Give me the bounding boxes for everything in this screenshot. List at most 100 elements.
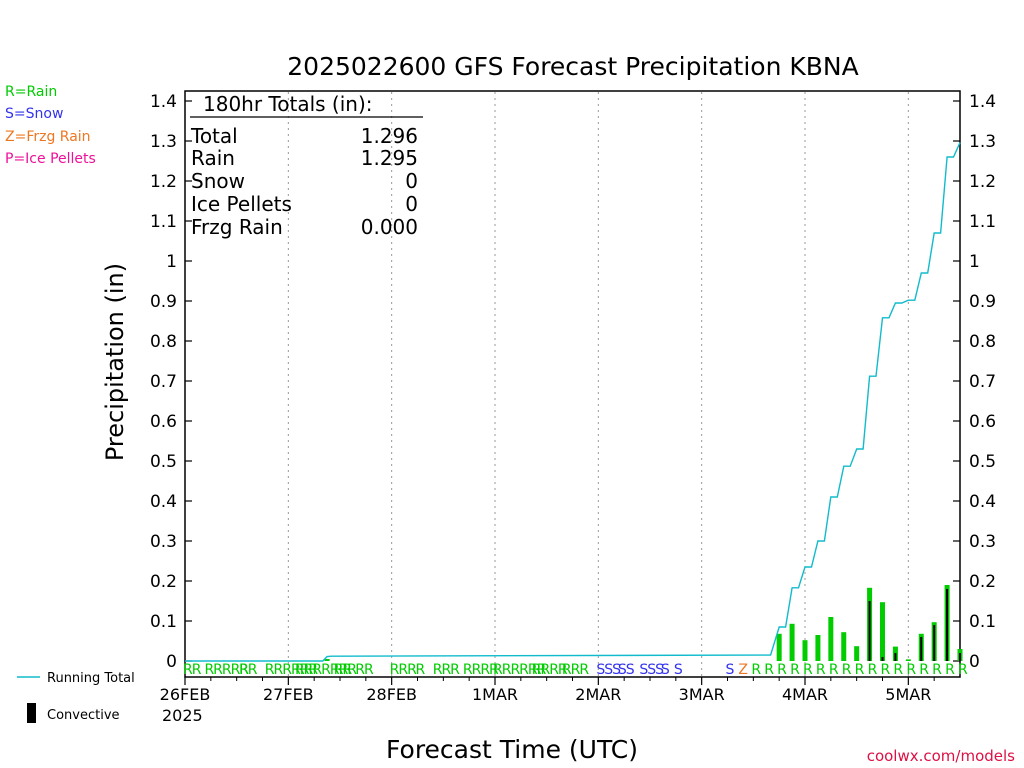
x-year-label: 2025 — [162, 706, 203, 725]
ptype-rain-10: RRR — [433, 662, 460, 678]
ptype-rain-5: RRRRRRR — [295, 662, 357, 678]
xtick-label-28feb: 28FEB — [366, 685, 417, 704]
ytick-label-left-5: 0.5 — [150, 452, 177, 472]
totals-label-frzg-rain: Frzg Rain — [191, 215, 283, 239]
ytick-label-left-0: 0 — [166, 652, 177, 672]
ytick-label-left-9: 0.9 — [150, 292, 177, 312]
running-total-line — [185, 142, 961, 662]
ptype-rain-9: R — [416, 662, 426, 678]
ptype-rain-25: R — [790, 662, 800, 678]
xtick-label-26feb: 26FEB — [160, 685, 211, 704]
legend-snow: S=Snow — [5, 106, 63, 122]
totals-label-snow: Snow — [191, 169, 245, 193]
convective-bar-h174 — [933, 625, 936, 661]
xtick-label-5mar: 5MAR — [885, 685, 931, 704]
bar-h141 — [789, 623, 795, 661]
ytick-label-right-2: 0.2 — [969, 572, 996, 592]
ytick-label-right-9: 0.9 — [969, 292, 996, 312]
ptype-rain-0: RR — [183, 662, 202, 678]
ptype-rain-35: R — [919, 662, 929, 678]
ptype-rain-29: R — [842, 662, 852, 678]
xtick-label-2mar: 2MAR — [575, 685, 621, 704]
bar-h147 — [815, 635, 821, 661]
y-axis-label: Precipitation (in) — [101, 263, 129, 461]
xtick-label-3mar: 3MAR — [679, 685, 725, 704]
convective-bar-h171 — [920, 637, 923, 661]
ytick-label-left-11: 1.1 — [150, 212, 177, 232]
ptype-snow-18: S — [661, 662, 670, 678]
convective-bar-h177 — [946, 589, 949, 661]
credit-text: coolwx.com/models — [867, 747, 1015, 765]
ptype-rain-36: R — [932, 662, 942, 678]
ytick-label-left-12: 1.2 — [150, 172, 177, 192]
ptype-snow-20: S — [726, 662, 735, 678]
totals-value-ice-pellets: 0 — [405, 192, 418, 216]
legend-rain: R=Rain — [5, 84, 57, 100]
ptype-rain-38: R — [958, 662, 968, 678]
ptype-rain-4: RRRRRR — [265, 662, 319, 678]
ptype-rain-1: R — [205, 662, 215, 678]
xtick-label-4mar: 4MAR — [782, 685, 828, 704]
ytick-label-right-5: 0.5 — [969, 452, 996, 472]
chart-title: 2025022600 GFS Forecast Precipitation KB… — [287, 52, 858, 81]
convective-bar-h165 — [894, 653, 897, 661]
ytick-label-left-2: 0.2 — [150, 572, 177, 592]
plot-frame — [184, 90, 961, 678]
ptype-rain-7: RR — [355, 662, 374, 678]
ytick-label-left-4: 0.4 — [150, 492, 177, 512]
totals-value-total: 1.296 — [361, 124, 418, 148]
ptype-snow-19: S — [674, 662, 683, 678]
ytick-label-right-6: 0.6 — [969, 412, 996, 432]
ytick-label-left-14: 1.4 — [150, 92, 177, 112]
totals-value-frzg-rain: 0.000 — [361, 215, 418, 239]
totals-label-ice-pellets: Ice Pellets — [191, 192, 292, 216]
ytick-label-right-0: 0 — [969, 652, 980, 672]
ytick-label-left-1: 0.1 — [150, 612, 177, 632]
ytick-label-left-10: 1 — [166, 252, 177, 272]
ptype-rain-13: RRRR — [532, 662, 568, 678]
xtick-label-1mar: 1MAR — [472, 685, 518, 704]
ytick-label-right-13: 1.3 — [969, 132, 996, 152]
totals-label-total: Total — [190, 124, 238, 148]
convective-bar-h180 — [959, 653, 961, 661]
precip-bars — [324, 585, 963, 661]
ptype-rain-28: R — [829, 662, 839, 678]
ptype-snow-16: SS — [618, 662, 635, 678]
bar-h144 — [802, 640, 808, 661]
legend-convective: Convective — [47, 708, 120, 723]
ytick-label-left-7: 0.7 — [150, 372, 177, 392]
ytick-label-right-1: 0.1 — [969, 612, 996, 632]
ptype-snow-15: SSS — [596, 662, 621, 678]
ptype-rain-34: R — [906, 662, 916, 678]
ptype-rain-3: RR — [239, 662, 258, 678]
legend-frzg-rain: Z=Frzg Rain — [5, 129, 91, 145]
ptype-rain-8: RRR — [390, 662, 417, 678]
ptype-frzg-21: Z — [738, 662, 747, 678]
ytick-label-right-3: 0.3 — [969, 532, 996, 552]
y-axis-ticks: 0 00.1 0.10.2 0.20.3 0.30.4 0.40.5 0.50.6 0.60.… — [150, 92, 996, 672]
ytick-label-right-4: 0.4 — [969, 492, 996, 512]
legend-ice-pellets: P=Ice Pellets — [5, 151, 96, 167]
ptype-rain-32: R — [881, 662, 891, 678]
ptype-rain-23: R — [764, 662, 774, 678]
ptype-rain-31: R — [868, 662, 878, 678]
x-axis-label: Forecast Time (UTC) — [386, 735, 638, 764]
totals-value-snow: 0 — [405, 169, 418, 193]
ptype-snow-17: SSS — [639, 662, 664, 678]
bar-h33 — [324, 659, 330, 661]
ptype-rain-37: R — [945, 662, 955, 678]
x-axis-ticks: 26FEB 27FEB 28FEB 1MAR 2MAR 3MAR 4MAR 5MAR — [160, 677, 935, 704]
convective-bar-h159 — [868, 601, 871, 661]
ytick-label-left-13: 1.3 — [150, 132, 177, 152]
bar-h156 — [854, 646, 860, 661]
bar-h168 — [905, 659, 911, 661]
ytick-label-left-6: 0.6 — [150, 412, 177, 432]
ytick-label-right-10: 1 — [969, 252, 980, 272]
ytick-label-right-11: 1.1 — [969, 212, 996, 232]
totals-value-rain: 1.295 — [361, 146, 418, 170]
ptype-rain-24: R — [777, 662, 787, 678]
ytick-label-right-14: 1.4 — [969, 92, 996, 112]
ptype-rain-26: R — [803, 662, 813, 678]
convective-bar-h162 — [881, 657, 884, 661]
